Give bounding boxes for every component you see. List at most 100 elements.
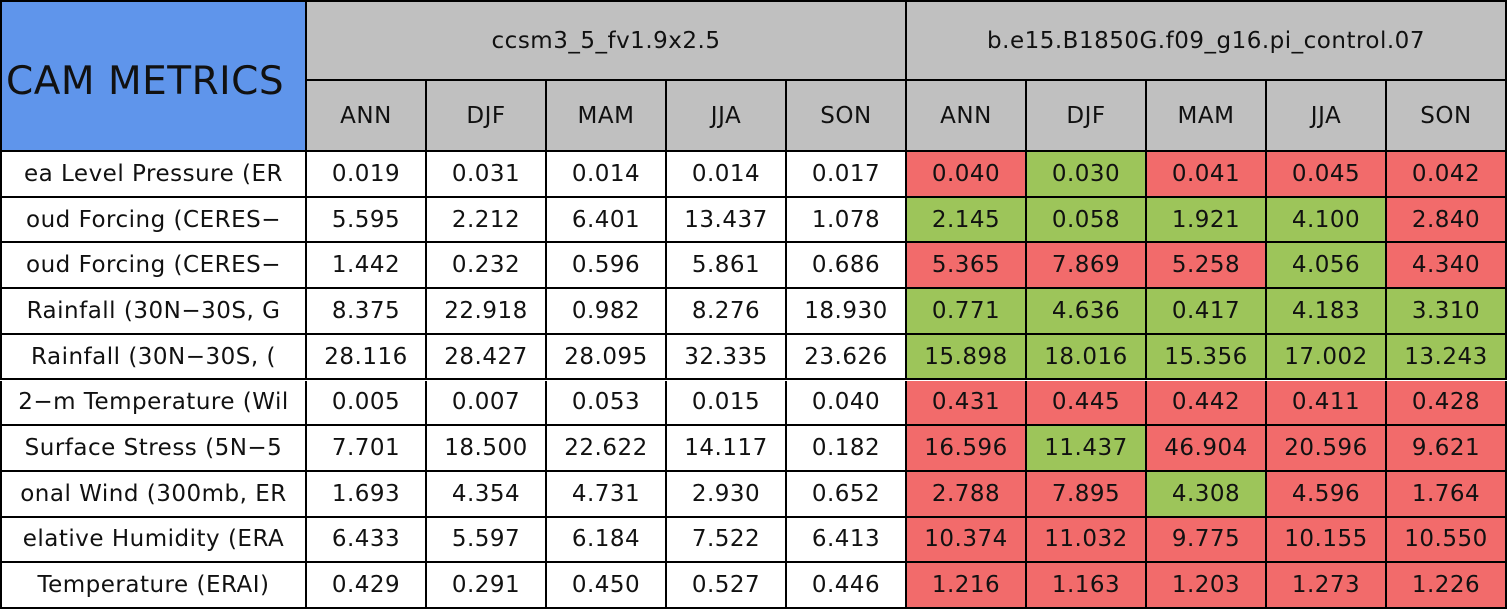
value-cell: 0.014 [547, 152, 667, 198]
row-label: Temperature (ERAI) [0, 563, 307, 609]
value-cell: 10.550 [1387, 517, 1507, 564]
row-label: Surface Stress (5N−5 [0, 426, 307, 472]
value-cell: 4.731 [547, 471, 667, 518]
row-label: elative Humidity (ERA [0, 517, 307, 564]
value-cell: 0.442 [1147, 380, 1267, 427]
value-cell: 0.445 [1027, 380, 1147, 427]
value-cell: 32.335 [667, 334, 787, 381]
value-cell: 18.016 [1027, 334, 1147, 381]
value-cell: 14.117 [667, 426, 787, 472]
value-cell: 0.417 [1147, 289, 1267, 335]
value-cell: 5.597 [427, 517, 547, 564]
value-cell: 13.243 [1387, 334, 1507, 381]
value-cell: 0.652 [787, 471, 907, 518]
season-header: SON [787, 81, 907, 152]
season-header: MAM [547, 81, 667, 152]
value-cell: 0.017 [787, 152, 907, 198]
value-cell: 5.861 [667, 243, 787, 290]
season-header: DJF [427, 81, 547, 152]
value-cell: 28.427 [427, 334, 547, 381]
value-cell: 2.930 [667, 471, 787, 518]
value-cell: 6.413 [787, 517, 907, 564]
value-cell: 23.626 [787, 334, 907, 381]
value-cell: 18.500 [427, 426, 547, 472]
value-cell: 2.212 [427, 197, 547, 244]
season-header: ANN [307, 81, 427, 152]
value-cell: 7.701 [307, 426, 427, 472]
value-cell: 0.031 [427, 152, 547, 198]
value-cell: 0.431 [907, 380, 1027, 427]
value-cell: 6.184 [547, 517, 667, 564]
model-header: ccsm3_5_fv1.9x2.5 [307, 0, 907, 81]
value-cell: 2.788 [907, 471, 1027, 518]
value-cell: 0.042 [1387, 152, 1507, 198]
value-cell: 0.411 [1267, 380, 1387, 427]
season-header: DJF [1027, 81, 1147, 152]
value-cell: 4.354 [427, 471, 547, 518]
value-cell: 4.056 [1267, 243, 1387, 290]
value-cell: 0.771 [907, 289, 1027, 335]
model-header: b.e15.B1850G.f09_g16.pi_control.07 [907, 0, 1507, 81]
value-cell: 1.078 [787, 197, 907, 244]
row-label: onal Wind (300mb, ER [0, 471, 307, 518]
value-cell: 13.437 [667, 197, 787, 244]
title-cell: CAM METRICS [0, 0, 307, 152]
row-label: Rainfall (30N−30S, ( [0, 334, 307, 381]
value-cell: 1.203 [1147, 563, 1267, 609]
value-cell: 17.002 [1267, 334, 1387, 381]
value-cell: 1.764 [1387, 471, 1507, 518]
value-cell: 3.310 [1387, 289, 1507, 335]
value-cell: 0.041 [1147, 152, 1267, 198]
value-cell: 4.183 [1267, 289, 1387, 335]
season-header: MAM [1147, 81, 1267, 152]
value-cell: 22.622 [547, 426, 667, 472]
value-cell: 1.226 [1387, 563, 1507, 609]
value-cell: 8.375 [307, 289, 427, 335]
value-cell: 7.869 [1027, 243, 1147, 290]
value-cell: 0.982 [547, 289, 667, 335]
value-cell: 0.053 [547, 380, 667, 427]
value-cell: 7.522 [667, 517, 787, 564]
row-label: ea Level Pressure (ER [0, 152, 307, 198]
value-cell: 28.116 [307, 334, 427, 381]
value-cell: 1.216 [907, 563, 1027, 609]
value-cell: 11.032 [1027, 517, 1147, 564]
value-cell: 11.437 [1027, 426, 1147, 472]
row-label: 2−m Temperature (Wil [0, 380, 307, 427]
value-cell: 0.686 [787, 243, 907, 290]
value-cell: 15.356 [1147, 334, 1267, 381]
value-cell: 0.182 [787, 426, 907, 472]
value-cell: 0.045 [1267, 152, 1387, 198]
value-cell: 0.428 [1387, 380, 1507, 427]
row-label: Rainfall (30N−30S, G [0, 289, 307, 335]
value-cell: 4.100 [1267, 197, 1387, 244]
value-cell: 28.095 [547, 334, 667, 381]
value-cell: 0.040 [787, 380, 907, 427]
value-cell: 4.596 [1267, 471, 1387, 518]
value-cell: 0.596 [547, 243, 667, 290]
value-cell: 8.276 [667, 289, 787, 335]
value-cell: 0.527 [667, 563, 787, 609]
value-cell: 10.155 [1267, 517, 1387, 564]
value-cell: 1.442 [307, 243, 427, 290]
value-cell: 2.145 [907, 197, 1027, 244]
value-cell: 0.446 [787, 563, 907, 609]
value-cell: 6.433 [307, 517, 427, 564]
row-label: oud Forcing (CERES− [0, 243, 307, 290]
value-cell: 0.450 [547, 563, 667, 609]
value-cell: 22.918 [427, 289, 547, 335]
value-cell: 4.340 [1387, 243, 1507, 290]
value-cell: 0.429 [307, 563, 427, 609]
value-cell: 5.365 [907, 243, 1027, 290]
value-cell: 10.374 [907, 517, 1027, 564]
value-cell: 9.621 [1387, 426, 1507, 472]
value-cell: 0.005 [307, 380, 427, 427]
value-cell: 1.273 [1267, 563, 1387, 609]
value-cell: 0.014 [667, 152, 787, 198]
value-cell: 0.015 [667, 380, 787, 427]
value-cell: 4.308 [1147, 471, 1267, 518]
value-cell: 2.840 [1387, 197, 1507, 244]
value-cell: 1.163 [1027, 563, 1147, 609]
season-header: SON [1387, 81, 1507, 152]
